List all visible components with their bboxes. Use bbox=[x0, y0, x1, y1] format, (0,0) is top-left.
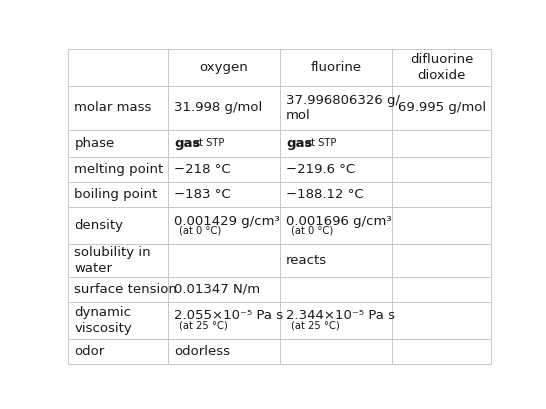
Bar bbox=[280, 85, 392, 130]
Bar bbox=[68, 339, 168, 364]
Text: 37.996806326 g/
mol: 37.996806326 g/ mol bbox=[286, 94, 400, 121]
Text: fluorine: fluorine bbox=[310, 61, 361, 74]
Bar bbox=[68, 157, 168, 182]
Text: 2.055×10⁻⁵ Pa s: 2.055×10⁻⁵ Pa s bbox=[174, 310, 283, 322]
Text: 69.995 g/mol: 69.995 g/mol bbox=[397, 101, 486, 114]
Bar bbox=[68, 49, 168, 85]
Bar bbox=[392, 85, 491, 130]
Text: odorless: odorless bbox=[174, 345, 230, 358]
Bar bbox=[168, 339, 280, 364]
Bar bbox=[392, 157, 491, 182]
Bar bbox=[68, 302, 168, 339]
Bar bbox=[392, 339, 491, 364]
Bar bbox=[68, 130, 168, 157]
Bar bbox=[280, 244, 392, 277]
Text: gas: gas bbox=[174, 137, 200, 150]
Text: density: density bbox=[74, 219, 123, 232]
Bar bbox=[280, 207, 392, 244]
Bar bbox=[392, 49, 491, 85]
Text: phase: phase bbox=[74, 137, 115, 150]
Bar bbox=[280, 182, 392, 207]
Bar bbox=[168, 157, 280, 182]
Bar bbox=[168, 277, 280, 302]
Text: (at 0 °C): (at 0 °C) bbox=[290, 226, 333, 236]
Text: (at 25 °C): (at 25 °C) bbox=[290, 321, 340, 330]
Text: reacts: reacts bbox=[286, 254, 327, 267]
Text: difluorine
dioxide: difluorine dioxide bbox=[410, 53, 473, 82]
Bar bbox=[68, 182, 168, 207]
Text: at STP: at STP bbox=[305, 138, 336, 148]
Bar bbox=[280, 157, 392, 182]
Bar bbox=[168, 49, 280, 85]
Text: 0.001429 g/cm³: 0.001429 g/cm³ bbox=[174, 215, 280, 228]
Bar bbox=[280, 49, 392, 85]
Text: gas: gas bbox=[286, 137, 312, 150]
Bar bbox=[68, 85, 168, 130]
Bar bbox=[392, 130, 491, 157]
Text: −219.6 °C: −219.6 °C bbox=[286, 163, 355, 176]
Text: molar mass: molar mass bbox=[74, 101, 152, 114]
Text: 31.998 g/mol: 31.998 g/mol bbox=[174, 101, 262, 114]
Text: 2.344×10⁻⁵ Pa s: 2.344×10⁻⁵ Pa s bbox=[286, 310, 395, 322]
Bar bbox=[392, 302, 491, 339]
Bar bbox=[168, 130, 280, 157]
Bar bbox=[168, 207, 280, 244]
Bar bbox=[168, 244, 280, 277]
Bar bbox=[168, 182, 280, 207]
Bar bbox=[392, 277, 491, 302]
Bar bbox=[68, 207, 168, 244]
Text: (at 0 °C): (at 0 °C) bbox=[179, 226, 221, 236]
Bar bbox=[168, 302, 280, 339]
Text: odor: odor bbox=[74, 345, 105, 358]
Text: boiling point: boiling point bbox=[74, 188, 158, 201]
Text: dynamic
viscosity: dynamic viscosity bbox=[74, 306, 132, 335]
Bar bbox=[392, 182, 491, 207]
Text: melting point: melting point bbox=[74, 163, 164, 176]
Text: (at 25 °C): (at 25 °C) bbox=[179, 321, 227, 330]
Text: oxygen: oxygen bbox=[199, 61, 248, 74]
Text: −183 °C: −183 °C bbox=[174, 188, 230, 201]
Text: 0.001696 g/cm³: 0.001696 g/cm³ bbox=[286, 215, 391, 228]
Text: solubility in
water: solubility in water bbox=[74, 246, 151, 275]
Bar bbox=[280, 339, 392, 364]
Text: −218 °C: −218 °C bbox=[174, 163, 230, 176]
Bar bbox=[280, 130, 392, 157]
Bar bbox=[280, 302, 392, 339]
Bar bbox=[392, 207, 491, 244]
Bar bbox=[168, 85, 280, 130]
Text: 0.01347 N/m: 0.01347 N/m bbox=[174, 283, 260, 296]
Text: −188.12 °C: −188.12 °C bbox=[286, 188, 364, 201]
Text: at STP: at STP bbox=[193, 138, 224, 148]
Bar bbox=[392, 244, 491, 277]
Bar bbox=[68, 277, 168, 302]
Text: surface tension: surface tension bbox=[74, 283, 177, 296]
Bar bbox=[68, 244, 168, 277]
Bar bbox=[280, 277, 392, 302]
